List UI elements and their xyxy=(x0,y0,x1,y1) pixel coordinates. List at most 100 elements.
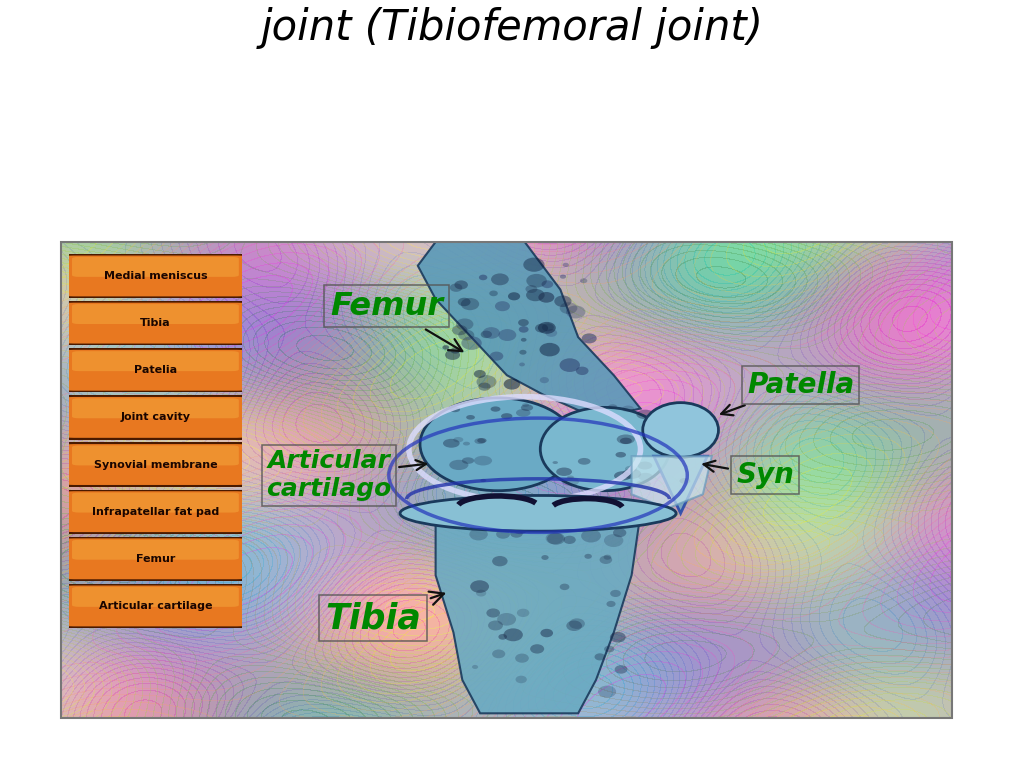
Ellipse shape xyxy=(474,370,485,378)
Ellipse shape xyxy=(563,536,575,544)
Ellipse shape xyxy=(575,366,589,375)
Ellipse shape xyxy=(542,555,549,560)
FancyBboxPatch shape xyxy=(72,445,239,465)
Ellipse shape xyxy=(452,325,467,335)
FancyBboxPatch shape xyxy=(63,584,248,627)
Polygon shape xyxy=(418,242,641,418)
Ellipse shape xyxy=(479,275,487,280)
Ellipse shape xyxy=(476,375,497,389)
Ellipse shape xyxy=(519,326,528,333)
Ellipse shape xyxy=(542,323,554,331)
Ellipse shape xyxy=(613,528,627,537)
Ellipse shape xyxy=(454,437,463,442)
Ellipse shape xyxy=(466,415,475,419)
FancyBboxPatch shape xyxy=(72,540,239,560)
Ellipse shape xyxy=(610,590,621,597)
Ellipse shape xyxy=(508,293,520,300)
Text: Femur: Femur xyxy=(330,291,462,351)
Ellipse shape xyxy=(582,333,597,343)
Ellipse shape xyxy=(547,533,565,545)
Ellipse shape xyxy=(614,665,628,674)
Ellipse shape xyxy=(560,303,578,314)
Ellipse shape xyxy=(493,650,505,658)
Text: Synovial membrane: Synovial membrane xyxy=(93,459,217,469)
Ellipse shape xyxy=(521,405,534,411)
Text: Patella: Patella xyxy=(721,371,854,415)
FancyBboxPatch shape xyxy=(63,301,248,345)
Ellipse shape xyxy=(443,439,460,448)
Ellipse shape xyxy=(608,404,617,409)
Ellipse shape xyxy=(516,409,530,417)
Ellipse shape xyxy=(474,439,485,444)
Polygon shape xyxy=(435,513,641,713)
Ellipse shape xyxy=(489,352,504,361)
Ellipse shape xyxy=(470,581,489,593)
Ellipse shape xyxy=(554,296,571,307)
Ellipse shape xyxy=(492,273,509,285)
Ellipse shape xyxy=(622,406,634,412)
Text: Syn: Syn xyxy=(703,461,795,489)
Ellipse shape xyxy=(469,528,487,541)
Ellipse shape xyxy=(455,280,468,290)
Text: Medial meniscus: Medial meniscus xyxy=(103,271,207,281)
Ellipse shape xyxy=(521,338,526,342)
Ellipse shape xyxy=(643,402,719,458)
Ellipse shape xyxy=(615,452,626,458)
Ellipse shape xyxy=(585,554,592,559)
Ellipse shape xyxy=(526,274,547,287)
Ellipse shape xyxy=(518,319,528,326)
Ellipse shape xyxy=(606,601,615,607)
Ellipse shape xyxy=(445,350,460,360)
Ellipse shape xyxy=(525,285,538,293)
Ellipse shape xyxy=(450,460,468,470)
Ellipse shape xyxy=(541,629,553,637)
Ellipse shape xyxy=(535,324,548,333)
Ellipse shape xyxy=(400,495,676,531)
Ellipse shape xyxy=(595,654,605,660)
Ellipse shape xyxy=(519,362,525,366)
Ellipse shape xyxy=(504,628,523,641)
Ellipse shape xyxy=(530,644,544,654)
Ellipse shape xyxy=(519,350,526,355)
Ellipse shape xyxy=(610,632,626,643)
Ellipse shape xyxy=(526,289,545,301)
Ellipse shape xyxy=(539,292,554,303)
Ellipse shape xyxy=(476,590,486,597)
Ellipse shape xyxy=(620,438,632,444)
Ellipse shape xyxy=(474,455,493,465)
Ellipse shape xyxy=(523,257,545,272)
Ellipse shape xyxy=(603,554,611,560)
Ellipse shape xyxy=(458,298,471,306)
Ellipse shape xyxy=(538,322,556,334)
Ellipse shape xyxy=(497,613,516,626)
Ellipse shape xyxy=(541,407,670,491)
Ellipse shape xyxy=(519,528,526,533)
Ellipse shape xyxy=(542,280,553,288)
FancyBboxPatch shape xyxy=(72,492,239,512)
Ellipse shape xyxy=(495,301,510,311)
Ellipse shape xyxy=(540,377,549,383)
Text: Articular cartilage: Articular cartilage xyxy=(98,601,212,611)
Ellipse shape xyxy=(480,330,492,338)
Ellipse shape xyxy=(566,621,582,631)
Ellipse shape xyxy=(450,406,460,412)
FancyBboxPatch shape xyxy=(63,443,248,486)
Ellipse shape xyxy=(567,475,573,479)
Ellipse shape xyxy=(472,665,478,669)
Ellipse shape xyxy=(616,435,635,444)
FancyBboxPatch shape xyxy=(63,254,248,298)
Ellipse shape xyxy=(540,343,560,356)
Ellipse shape xyxy=(482,327,500,339)
Ellipse shape xyxy=(451,347,460,353)
Ellipse shape xyxy=(515,654,528,663)
Ellipse shape xyxy=(604,646,614,653)
Ellipse shape xyxy=(652,415,666,422)
Ellipse shape xyxy=(604,534,624,547)
Ellipse shape xyxy=(504,379,520,389)
Ellipse shape xyxy=(679,478,690,484)
Ellipse shape xyxy=(515,676,526,684)
Ellipse shape xyxy=(477,438,486,443)
Ellipse shape xyxy=(489,290,498,296)
FancyBboxPatch shape xyxy=(72,351,239,371)
Ellipse shape xyxy=(480,479,486,482)
